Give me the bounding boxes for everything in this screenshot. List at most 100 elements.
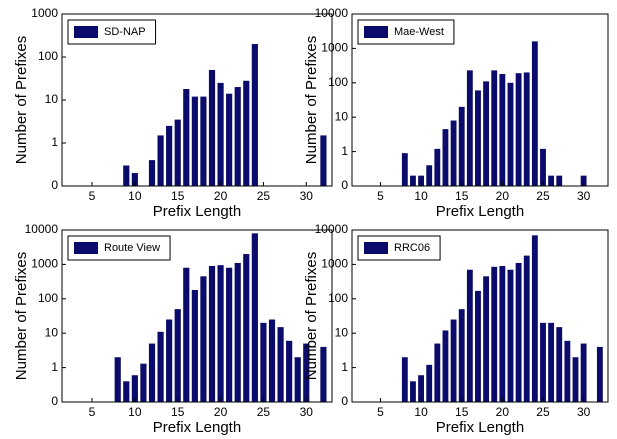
x-axis-label: Prefix Length	[153, 203, 241, 220]
x-tick-label: 30	[577, 189, 591, 203]
x-tick-label: 5	[377, 405, 384, 419]
bar	[226, 93, 233, 186]
x-tick-label: 5	[377, 189, 384, 203]
x-tick-label: 20	[496, 405, 510, 419]
bar	[434, 343, 441, 402]
bar	[515, 262, 522, 402]
bar	[166, 125, 173, 186]
y-tick-label: 1	[51, 360, 58, 374]
bar	[243, 80, 250, 186]
bar	[531, 41, 538, 187]
bar	[294, 357, 301, 402]
bar	[320, 346, 327, 402]
y-axis-label: Number of Prefixes	[13, 252, 30, 380]
axes-frame	[351, 13, 609, 187]
y-tick-label: 1000	[31, 257, 58, 271]
x-tick-label: 15	[171, 405, 185, 419]
y-tick-label: 0	[51, 394, 58, 408]
y-tick-label: 0	[341, 178, 348, 192]
bar	[491, 70, 498, 186]
bar	[243, 254, 250, 402]
bar	[183, 89, 190, 186]
legend-label: SD-NAP	[104, 26, 146, 38]
x-tick-label: 10	[128, 189, 142, 203]
y-tick-label: 1000	[31, 6, 58, 20]
y-tick-label: 1	[51, 135, 58, 149]
y-tick-label: 10	[335, 109, 349, 123]
bar	[166, 319, 173, 402]
bar	[523, 255, 530, 402]
bar	[123, 381, 130, 402]
bar	[217, 265, 224, 402]
bar	[483, 81, 490, 186]
bar	[475, 290, 481, 402]
y-axis-label: Number of Prefixes	[13, 36, 30, 164]
bar	[191, 290, 198, 402]
x-tick-label: 15	[455, 405, 469, 419]
y-axis-label: Number of Prefixes	[303, 36, 320, 164]
legend-label: RRC06	[394, 242, 430, 254]
bar	[191, 96, 198, 186]
bar	[148, 160, 156, 186]
y-tick-label: 1	[341, 144, 348, 158]
y-tick-label: 0	[51, 178, 58, 192]
x-axis-label: Prefix Length	[436, 419, 524, 436]
bar	[234, 87, 241, 186]
bar	[148, 343, 156, 402]
legend-label: Route View	[104, 242, 160, 254]
y-tick-label: 100	[38, 49, 58, 63]
bar	[410, 175, 416, 186]
x-tick-label: 20	[496, 189, 510, 203]
x-tick-label: 25	[257, 405, 271, 419]
y-tick-label: 10	[335, 325, 349, 339]
bar	[226, 267, 233, 402]
bar	[251, 44, 258, 186]
bar	[515, 73, 522, 186]
x-axis-label: Prefix Length	[436, 203, 524, 220]
legend-swatch	[74, 26, 98, 38]
bar	[131, 173, 138, 186]
bar	[564, 340, 571, 402]
y-tick-label: 10000	[315, 222, 349, 236]
bar	[208, 69, 216, 186]
bar	[507, 82, 514, 186]
y-tick-label: 10	[45, 325, 59, 339]
bar	[466, 269, 473, 402]
bar	[131, 375, 138, 402]
x-tick-label: 25	[536, 405, 550, 419]
bar	[491, 266, 498, 402]
x-tick-label: 20	[214, 189, 228, 203]
bar	[114, 357, 121, 402]
bar	[157, 331, 164, 402]
y-tick-label: 1	[341, 360, 348, 374]
bar	[320, 135, 327, 186]
bar	[556, 327, 563, 402]
bar	[450, 120, 457, 186]
bar	[540, 148, 546, 186]
y-tick-label: 100	[38, 291, 58, 305]
x-tick-label: 5	[89, 189, 96, 203]
bar	[548, 322, 555, 402]
bar	[531, 235, 538, 402]
x-tick-label: 10	[414, 405, 428, 419]
bar	[277, 327, 284, 402]
bar	[217, 82, 224, 186]
bar	[548, 175, 555, 186]
x-tick-label: 15	[171, 189, 185, 203]
bar	[123, 165, 130, 186]
bar	[401, 153, 408, 186]
bar	[426, 364, 433, 402]
x-tick-label: 25	[536, 189, 550, 203]
bar	[174, 309, 181, 402]
bar	[410, 381, 416, 402]
x-tick-label: 25	[257, 189, 271, 203]
bar	[200, 276, 207, 402]
bar	[140, 363, 147, 402]
y-tick-label: 0	[341, 394, 348, 408]
y-tick-label: 10	[45, 92, 59, 106]
legend-swatch	[364, 26, 388, 38]
bar	[556, 175, 563, 186]
legend-swatch	[74, 242, 98, 254]
bar	[458, 309, 465, 402]
bar	[442, 129, 449, 186]
